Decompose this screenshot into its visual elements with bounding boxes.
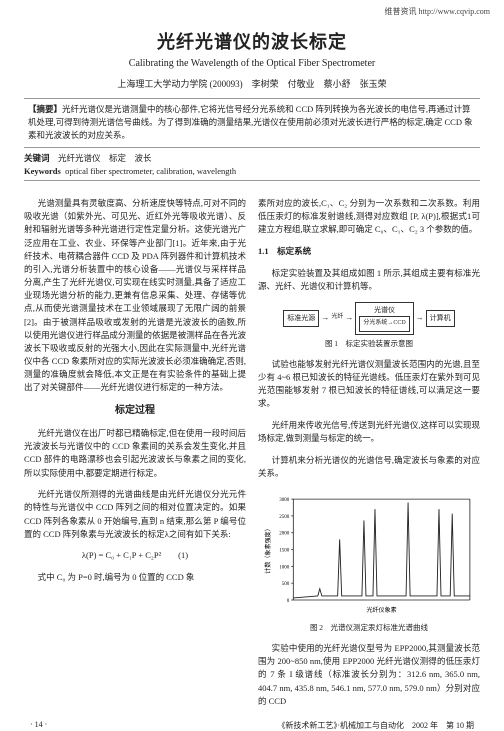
left-p4: 式中 C₀ 为 P=0 时,编号为 0 位置的 CCD 象 xyxy=(24,571,246,584)
rule xyxy=(24,180,480,181)
svg-text:1500: 1500 xyxy=(279,547,290,553)
keywords-ch: 关键词 光纤光谱仪 标定 波长 xyxy=(24,152,480,164)
journal-line: 《新技术新工艺》·机械加工与自动化 2002 年 第 10 期 xyxy=(277,720,474,731)
left-p2: 光纤光谱仪在出厂时都已精确标定,但在使用一段时间后光波波长与光谱仪中的 CCD … xyxy=(24,427,246,480)
right-p5: 计算机来分析光谱仪的光谱信号,确定波长与象素的对应关系。 xyxy=(258,454,480,480)
page-footer: · 14 · 《新技术新工艺》·机械加工与自动化 2002 年 第 10 期 xyxy=(24,720,480,731)
svg-text:2000: 2000 xyxy=(279,530,290,536)
right-p1: 素所对应的波长,C₁、C₂ 分别为一次系数和二次系数。利用低压汞灯的标准发射谱线… xyxy=(258,197,480,237)
title-chinese: 光纤光谱仪的波长标定 xyxy=(24,28,480,54)
right-p4: 光纤用来传收光信号,传送到光纤光谱仪,这样可以实现现场标定,做到测量与标定的统一… xyxy=(258,419,480,445)
kw-en-body: optical fiber spectrometer, calibration,… xyxy=(65,166,236,176)
abstract-block: 【摘要】光纤光谱仪是光谱测量中的核心部件,它将光信号经分光系统和 CCD 阵列转… xyxy=(24,98,480,148)
spectrometer-label: 光谱仪 xyxy=(359,305,409,316)
left-column: 光谱测量具有灵敏度高、分析速度快等特点,可对不同的吸收光谱（如紫外光、可见光、近… xyxy=(24,189,246,717)
keywords-en: Keywords optical fiber spectrometer, cal… xyxy=(24,166,480,176)
kw-body: 光纤光谱仪 标定 波长 xyxy=(58,153,152,163)
figure-2-chart: 050010001500200025003000计数（象素强度）光纤仪象素 xyxy=(258,489,480,620)
left-p3: 光纤光谱仪所测得的光谱曲线是由光纤光谱仪分光元件的特性与光谱仪中 CCD 阵列之… xyxy=(24,488,246,541)
diagram-box-source: 标准光源 xyxy=(283,310,319,327)
svg-text:计数（象素强度）: 计数（象素强度） xyxy=(264,525,272,573)
two-column-body: 光谱测量具有灵敏度高、分析速度快等特点,可对不同的吸收光谱（如紫外光、可见光、近… xyxy=(24,189,480,717)
arrow-icon: → xyxy=(321,312,329,324)
arrow-icon: → xyxy=(345,312,353,324)
figure-1-diagram: 标准光源 → 光纤 → 光谱仪 分光系统→CCD → 计算机 xyxy=(258,302,480,335)
svg-text:500: 500 xyxy=(282,581,290,587)
svg-text:2500: 2500 xyxy=(279,514,290,520)
page-root: 维普资讯 http://www.cqvip.com 光纤光谱仪的波长标定 Cal… xyxy=(0,0,504,713)
right-p3: 试验也能够发射光纤光谱仪测量波长范围内的光谱,且至少有 4~6 根已知波长的特征… xyxy=(258,358,480,411)
kw-label: 关键词 xyxy=(24,153,50,163)
title-english: Calibrating the Wavelength of the Optica… xyxy=(24,58,480,69)
abstract-label: 【摘要】 xyxy=(28,104,62,114)
svg-text:光纤仪象素: 光纤仪象素 xyxy=(366,606,396,614)
diagram-box-computer: 计算机 xyxy=(426,310,455,327)
subheading-1-1: 1.1 标定系统 xyxy=(258,245,480,258)
right-column: 素所对应的波长,C₁、C₂ 分别为一次系数和二次系数。利用低压汞灯的标准发射谱线… xyxy=(258,189,480,717)
figure-2-caption: 图 2 光谱仪测定汞灯标准光谱曲线 xyxy=(258,622,480,634)
diagram-fiber-label: 光纤 xyxy=(331,313,343,322)
spectrometer-inner: 分光系统→CCD xyxy=(359,316,409,331)
arrow-icon: → xyxy=(416,312,424,324)
intro-paragraph: 光谱测量具有灵敏度高、分析速度快等特点,可对不同的吸收光谱（如紫外光、可见光、近… xyxy=(24,197,246,395)
kw-en-label: Keywords xyxy=(24,166,61,176)
right-p2: 标定实验装置及其组成如图 1 所示,其组成主要有标准光源、光纤、光谱仪和计算机等… xyxy=(258,267,480,293)
svg-text:3000: 3000 xyxy=(279,497,290,503)
diagram-box-spectrometer: 光谱仪 分光系统→CCD xyxy=(355,302,413,335)
page-number: · 14 · xyxy=(30,720,47,731)
abstract-text: 光纤光谱仪是光谱测量中的核心部件,它将光信号经分光系统和 CCD 阵列转换为各光… xyxy=(28,104,473,140)
section-heading-calibration: 标定过程 xyxy=(24,403,246,419)
figure-1-caption: 图 1 标定实验装置示意图 xyxy=(258,338,480,350)
right-p6: 实验中使用的光纤光谱仪型号为 EPP2000,其测量波长范围为 200~850 … xyxy=(258,642,480,708)
svg-text:1000: 1000 xyxy=(279,564,290,570)
equation-1: λ(P) = C₀ + C₁P + C₂P² (1) xyxy=(24,549,246,562)
source-link: 维普资讯 http://www.cqvip.com xyxy=(385,6,490,17)
affiliation-line: 上海理工大学动力学院 (200093) 李树荣 付敬业 蔡小舒 张玉荣 xyxy=(24,77,480,90)
